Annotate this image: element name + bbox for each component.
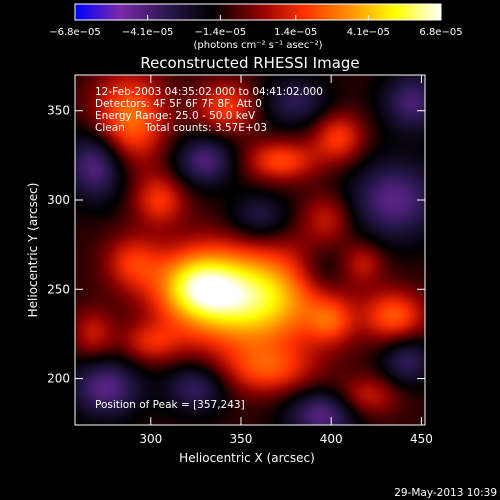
y-axis-label: Heliocentric Y (arcsec)	[26, 183, 40, 318]
annotation-detectors: Detectors: 4F 5F 6F 7F 8F, Att 0	[95, 98, 262, 110]
colorbar-strip	[74, 3, 442, 21]
y-tick-label: 300	[47, 193, 70, 207]
x-tick-label: 450	[410, 432, 433, 446]
colorbar-tick-label: −1.4e−05	[195, 27, 247, 38]
chart-title: Reconstructed RHESSI Image	[140, 54, 359, 72]
y-tick-label: 200	[47, 372, 70, 386]
heatmap-area	[75, 75, 425, 425]
y-tick-label: 350	[47, 104, 70, 118]
annotation-energy: Energy Range: 25.0 - 50.0 keV	[95, 110, 256, 122]
colorbar-ticks: −6.8e−05 −4.1e−05 −1.4e−05 1.4e−05 4.1e−05 6.…	[49, 15, 463, 38]
colorbar-tick-label: −4.1e−05	[122, 27, 174, 38]
colorbar-units-label: (photons cm⁻² s⁻¹ asec⁻²)	[193, 40, 322, 51]
plot-frame	[74, 74, 426, 426]
plot-annotations: 12-Feb-2003 04:35:02.000 to 04:41:02.000…	[95, 86, 323, 411]
colorbar-tick-label: 6.8e−05	[419, 27, 462, 38]
annotation-time: 12-Feb-2003 04:35:02.000 to 04:41:02.000	[95, 86, 323, 98]
x-tick-label: 350	[230, 432, 253, 446]
y-axis-ticks: 200 250 300 350	[47, 104, 425, 386]
x-tick-label: 400	[320, 432, 343, 446]
colorbar: −6.8e−05 −4.1e−05 −1.4e−05 1.4e−05 4.1e−05 6.…	[49, 3, 463, 51]
colorbar-tick-label: 4.1e−05	[347, 27, 390, 38]
annotation-counts: Total counts: 3.57E+03	[144, 122, 267, 134]
x-axis-label: Heliocentric X (arcsec)	[179, 451, 315, 465]
annotation-peak: Position of Peak = [357,243]	[95, 399, 245, 411]
footer-timestamp: 29-May-2013 10:39	[394, 487, 497, 499]
x-tick-label: 300	[139, 432, 162, 446]
colorbar-tick-label: −6.8e−05	[49, 27, 101, 38]
heatmap-image	[75, 75, 425, 425]
y-tick-label: 250	[47, 282, 70, 296]
colorbar-tick-label: 1.4e−05	[274, 27, 317, 38]
x-axis-ticks: 300 350 400 450	[139, 75, 433, 446]
annotation-clean: Clean	[95, 122, 125, 134]
